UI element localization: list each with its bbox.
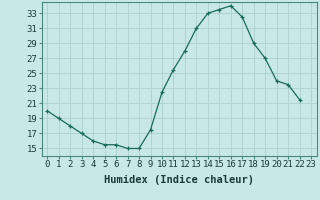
X-axis label: Humidex (Indice chaleur): Humidex (Indice chaleur) — [104, 175, 254, 185]
